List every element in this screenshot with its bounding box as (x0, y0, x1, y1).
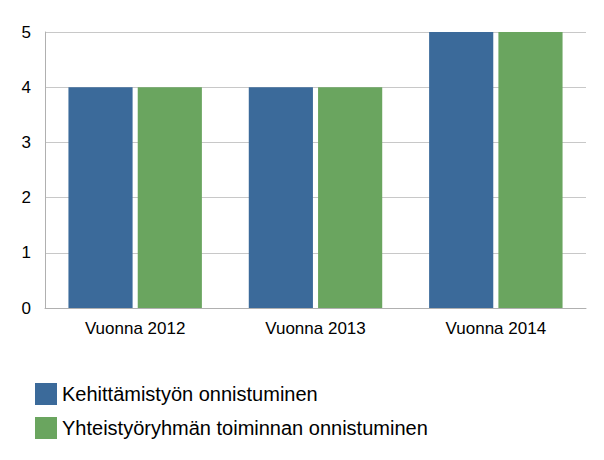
svg-text:Vuonna 2012: Vuonna 2012 (85, 319, 186, 338)
svg-text:Vuonna 2013: Vuonna 2013 (265, 319, 366, 338)
svg-text:Vuonna 2014: Vuonna 2014 (446, 319, 547, 338)
svg-text:Kehittämistyön onnistuminen: Kehittämistyön onnistuminen (62, 383, 318, 405)
svg-text:3: 3 (22, 133, 31, 152)
svg-text:Yhteistyöryhmän toiminnan onni: Yhteistyöryhmän toiminnan onnistuminen (62, 417, 428, 439)
svg-text:1: 1 (22, 243, 31, 262)
svg-text:0: 0 (22, 299, 31, 318)
svg-text:5: 5 (22, 23, 31, 42)
svg-text:2: 2 (22, 188, 31, 207)
svg-text:4: 4 (22, 78, 31, 97)
